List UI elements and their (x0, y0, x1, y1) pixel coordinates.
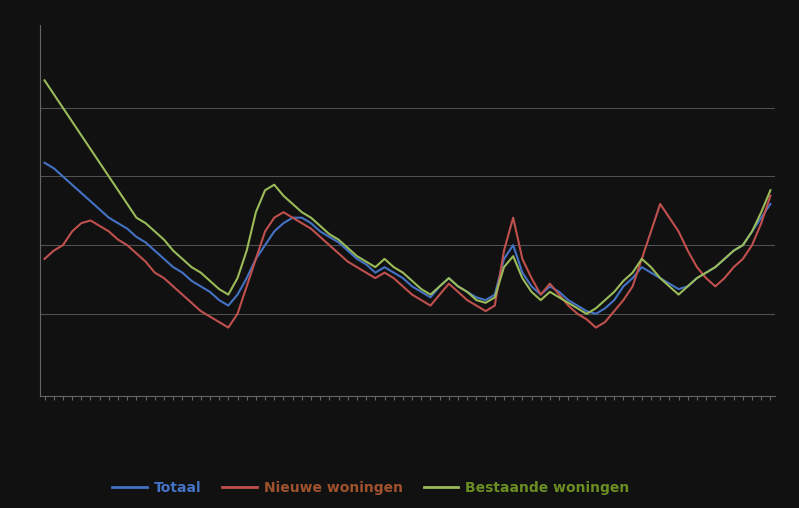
Legend: Totaal, Nieuwe woningen, Bestaande woningen: Totaal, Nieuwe woningen, Bestaande wonin… (106, 475, 635, 500)
